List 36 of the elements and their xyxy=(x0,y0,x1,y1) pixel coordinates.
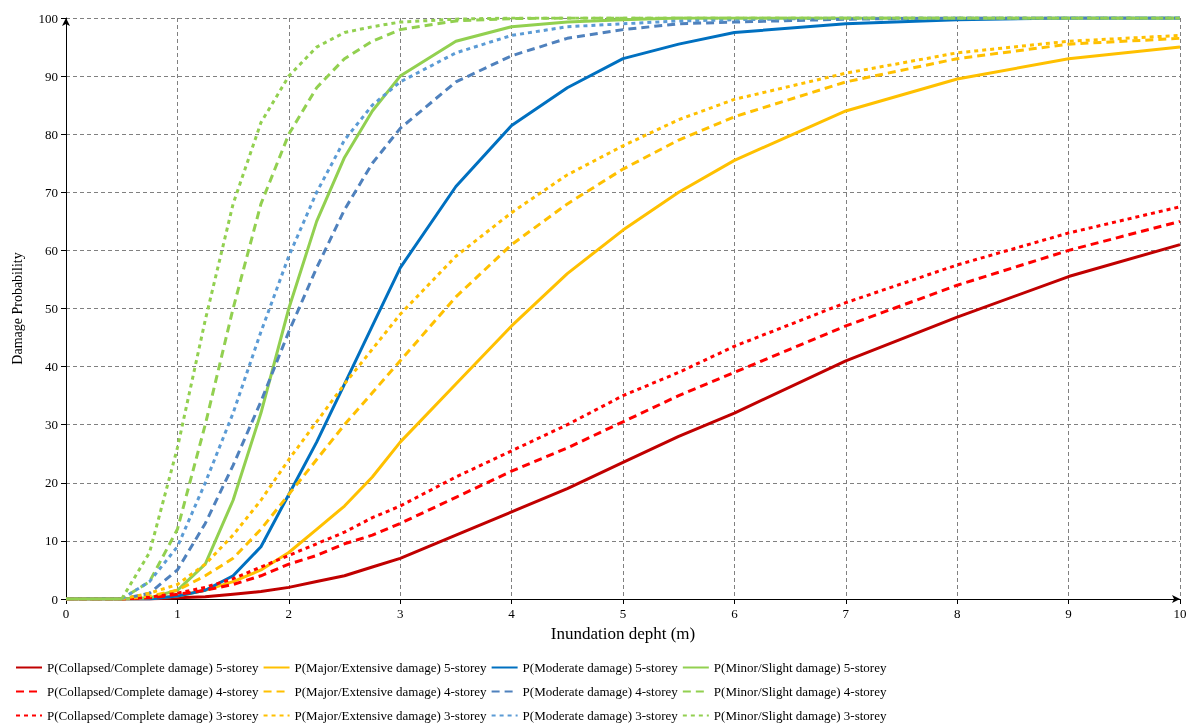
x-tick-label: 10 xyxy=(1173,606,1187,621)
y-tick-label: 90 xyxy=(45,68,58,84)
y-tick-label: 60 xyxy=(45,242,58,258)
y-tick-label: 80 xyxy=(45,126,58,142)
x-tick-label: 6 xyxy=(731,606,739,621)
x-tick-label: 0 xyxy=(62,606,70,621)
x-tick-label: 9 xyxy=(1065,606,1072,621)
x-tick-label: 2 xyxy=(285,606,293,621)
legend-label: P(Minor/Slight damage) 4-storey xyxy=(713,684,887,699)
legend-label: P(Collapsed/Complete damage) 5-storey xyxy=(47,660,260,675)
legend-label: P(Major/Extensive damage) 5-storey xyxy=(294,660,488,675)
legend-label: P(Minor/Slight damage) 3-storey xyxy=(713,708,887,723)
y-tick-label: 10 xyxy=(45,533,58,549)
y-tick-label: 100 xyxy=(38,10,58,26)
y-tick-label: 30 xyxy=(45,417,58,433)
legend-label: P(Collapsed/Complete damage) 4-storey xyxy=(47,684,260,699)
y-tick-label: 20 xyxy=(45,475,58,491)
legend-label: P(Collapsed/Complete damage) 3-storey xyxy=(47,708,260,723)
y-tick-label: 50 xyxy=(45,301,58,316)
y-tick-label: 0 xyxy=(51,591,58,607)
x-axis-title: Inundation depht (m) xyxy=(550,623,696,643)
legend-label: P(Moderate damage) 4-storey xyxy=(522,684,679,699)
y-axis-title: Damage Probability xyxy=(9,252,25,365)
y-tick-label: 40 xyxy=(45,359,58,375)
x-tick-label: 3 xyxy=(396,606,404,621)
y-tick-label: 70 xyxy=(45,184,58,200)
legend-label: P(Moderate damage) 5-storey xyxy=(522,660,679,675)
legend-label: P(Major/Extensive damage) 4-storey xyxy=(294,684,488,699)
x-tick-label: 4 xyxy=(508,606,516,621)
x-tick-label: 5 xyxy=(619,606,627,621)
legend-label: P(Major/Extensive damage) 3-storey xyxy=(294,708,488,723)
x-tick-label: 8 xyxy=(953,606,961,621)
legend-label: P(Moderate damage) 3-storey xyxy=(522,708,679,723)
x-tick-label: 7 xyxy=(842,606,850,621)
legend-label: P(Minor/Slight damage) 5-storey xyxy=(713,660,887,675)
x-tick-label: 1 xyxy=(174,606,181,621)
